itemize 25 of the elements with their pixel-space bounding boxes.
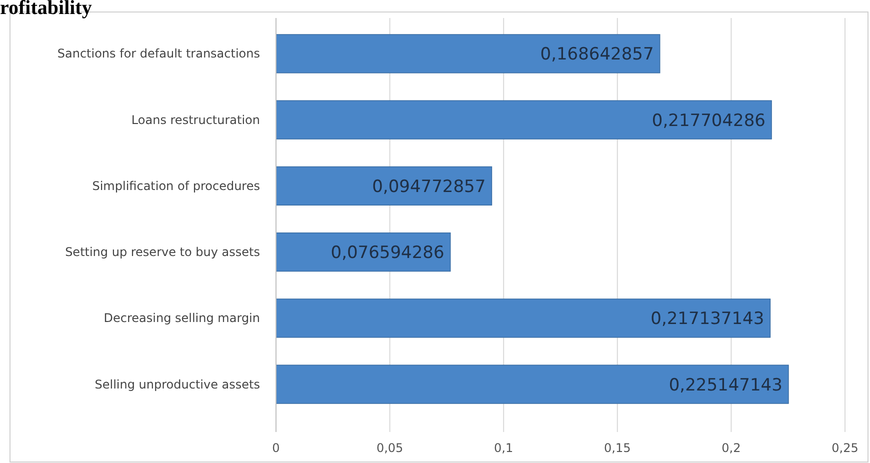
y-tick-label: Loans restructuration	[131, 112, 260, 127]
x-tick-label: 0,05	[376, 441, 404, 455]
data-label: 0,225147143	[668, 375, 782, 396]
x-tick-label: 0	[272, 441, 280, 455]
y-tick-label: Selling unproductive assets	[94, 377, 260, 392]
bar	[276, 232, 451, 272]
x-tick-label: 0,25	[832, 441, 858, 455]
text: rofitability	[0, 0, 92, 19]
x-tick-label: 0,1	[494, 441, 514, 455]
data-label: 0,076594286	[330, 243, 444, 264]
bar	[276, 166, 492, 206]
data-label: 0,168642857	[540, 44, 654, 65]
y-tick-label: Sanctions for default transactions	[57, 46, 260, 61]
data-label: 0,217137143	[650, 309, 764, 330]
data-label: 0,094772857	[372, 176, 486, 197]
y-tick-label: Setting up reserve to buy assets	[65, 245, 260, 260]
x-tick-label: 0,15	[604, 441, 631, 455]
bar	[276, 364, 789, 404]
data-label: 0,217704286	[652, 110, 766, 131]
bar	[276, 100, 772, 140]
y-tick-label: Simplification of procedures	[92, 178, 260, 193]
bar	[276, 298, 771, 338]
x-tick-label: 0,2	[722, 441, 741, 455]
bar	[276, 34, 660, 74]
y-tick-label: Decreasing selling margin	[104, 311, 260, 326]
